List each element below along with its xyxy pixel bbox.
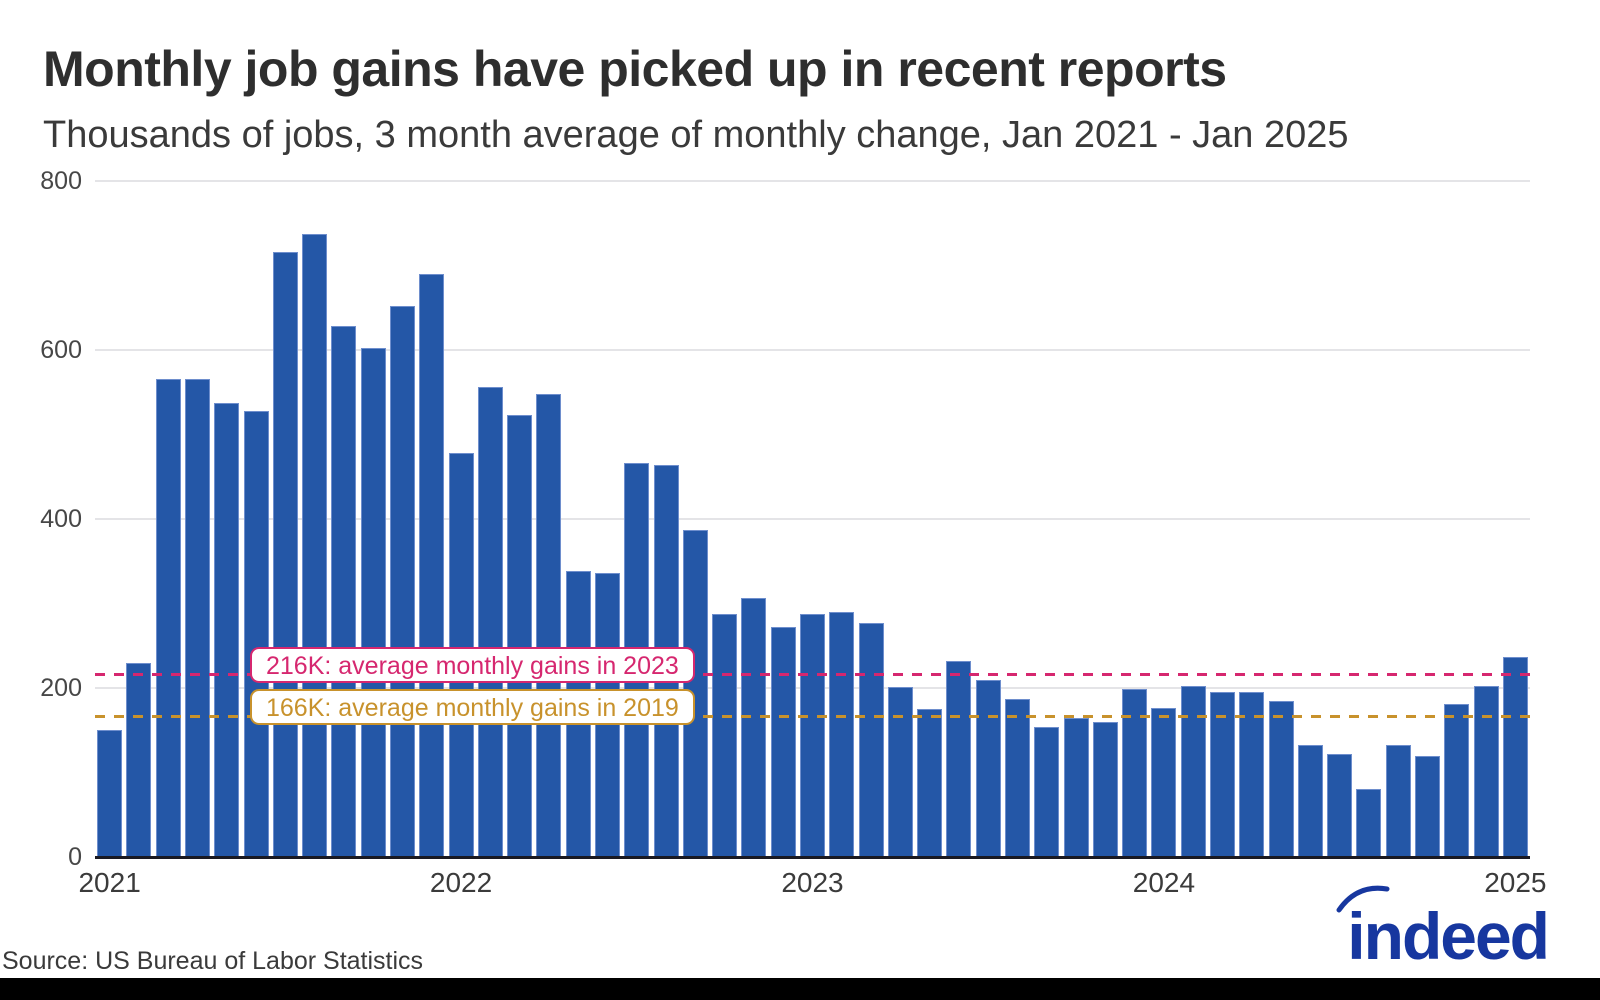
reference-line-216k [95,673,1530,676]
y-tick-label: 200 [40,674,82,702]
bar-mar-2021 [155,378,181,857]
bar-aug-2023 [1005,699,1030,857]
bar-nov-2022 [741,597,767,857]
bar-feb-2023 [829,612,855,857]
indeed-swoosh-icon [1336,885,1390,913]
bar-oct-2022 [712,613,738,857]
bar-jul-2021 [272,252,298,857]
bar-jun-2021 [243,410,269,857]
gridline [95,518,1530,520]
x-tick-label-2025: 2025 [1484,867,1547,898]
bar-sep-2024 [1385,744,1411,857]
bar-jan-2025 [1502,656,1528,857]
bar-jan-2023 [800,613,825,857]
bar-may-2023 [917,709,943,857]
x-axis-line [95,856,1530,859]
bar-feb-2024 [1180,685,1206,857]
bar-may-2021 [214,403,240,857]
bar-nov-2024 [1444,704,1470,857]
bar-apr-2024 [1239,692,1265,857]
bar-jul-2023 [975,680,1001,857]
chart-subtitle: Thousands of jobs, 3 month average of mo… [43,114,1349,156]
gridline [95,349,1530,351]
bar-dec-2022 [770,627,796,857]
bar-mar-2024 [1210,692,1235,857]
bar-jan-2024 [1151,708,1177,857]
bar-dec-2021 [419,274,445,857]
bar-jan-2021 [97,730,123,858]
bar-jun-2024 [1297,744,1323,857]
reference-line-166k [95,715,1530,719]
y-tick-label: 600 [40,336,82,364]
bar-oct-2024 [1415,756,1440,857]
bar-feb-2021 [126,662,152,857]
bar-mar-2022 [507,415,533,857]
x-tick-label-2022: 2022 [429,867,493,898]
bar-aug-2021 [302,234,328,857]
x-tick-label-2024: 2024 [1132,867,1196,898]
source-note: Source: US Bureau of Labor Statistics [2,947,424,975]
x-tick-label-2023: 2023 [781,867,844,898]
bar-nov-2023 [1092,721,1118,857]
bar-apr-2022 [536,393,562,857]
bottom-black-bar [0,978,1600,1000]
bar-may-2024 [1268,700,1294,857]
ref-label-2019-average: 166K: average monthly gains in 2019 [250,688,695,725]
bar-nov-2021 [390,306,415,857]
bar-oct-2023 [1063,717,1089,857]
indeed-logo-text: indeed [1347,899,1550,973]
bar-sep-2021 [331,326,357,857]
y-tick-label: 0 [68,843,82,871]
gridline [95,180,1530,182]
bar-mar-2023 [858,622,884,857]
bar-jun-2023 [946,661,972,857]
bar-aug-2024 [1356,789,1382,857]
bar-apr-2023 [887,687,913,857]
bar-sep-2023 [1034,726,1060,857]
y-tick-label: 400 [40,505,82,533]
bar-oct-2021 [360,347,386,857]
bar-apr-2021 [185,378,210,857]
ref-label-2023-average: 216K: average monthly gains in 2023 [250,646,695,683]
bar-dec-2024 [1473,685,1499,857]
bar-feb-2022 [477,387,503,857]
x-tick-label-2021: 2021 [78,867,141,898]
chart-title: Monthly job gains have picked up in rece… [43,41,1227,97]
bar-jul-2024 [1327,753,1353,857]
y-tick-label: 800 [40,167,82,195]
indeed-logo: indeed [1336,885,1550,974]
bar-dec-2023 [1122,688,1148,857]
